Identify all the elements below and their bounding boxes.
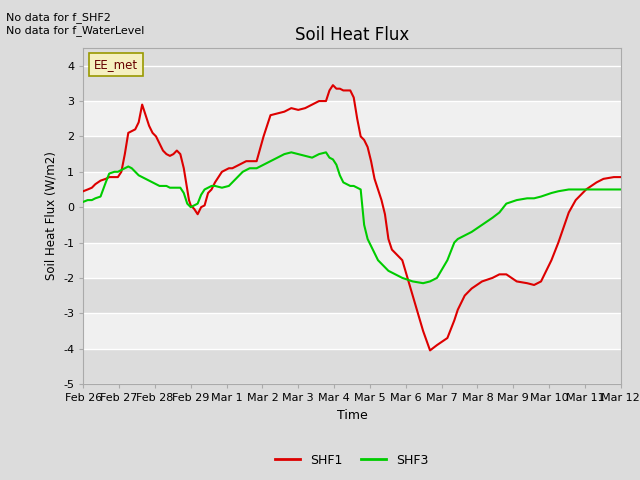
SHF1 [426,348,434,353]
SHF1 [617,174,625,180]
SHF1 [572,197,580,203]
Line: SHF1: SHF1 [83,85,621,350]
SHF1 [329,82,337,88]
Text: No data for f_WaterLevel: No data for f_WaterLevel [6,25,145,36]
Bar [83,101,621,136]
Legend: SHF1, SHF3: SHF1, SHF3 [270,449,434,472]
Y-axis label: Soil Heat Flux (W/m2): Soil Heat Flux (W/m2) [45,152,58,280]
Bar [83,172,621,207]
SHF3 [79,199,87,205]
SHF1 [458,300,465,306]
SHF1 [385,236,392,242]
Bar [83,313,621,348]
SHF3 [385,268,392,274]
SHF1 [190,206,198,212]
Bar [83,278,621,313]
SHF3 [419,280,427,286]
Title: Soil Heat Flux: Soil Heat Flux [295,25,409,44]
SHF1 [531,282,538,288]
SHF3 [572,187,580,192]
SHF3 [617,187,625,192]
SHF3 [190,203,198,208]
Text: No data for f_SHF2: No data for f_SHF2 [6,12,111,23]
SHF1 [419,328,427,334]
SHF1 [79,188,87,194]
Line: SHF3: SHF3 [83,152,621,283]
X-axis label: Time: Time [337,408,367,421]
SHF3 [458,234,465,240]
Bar [83,136,621,172]
Bar [83,242,621,278]
SHF3 [287,149,295,155]
Text: EE_met: EE_met [94,58,138,71]
Bar [83,66,621,101]
SHF3 [426,278,434,284]
SHF3 [531,195,538,201]
Bar [83,348,621,384]
Bar [83,207,621,242]
